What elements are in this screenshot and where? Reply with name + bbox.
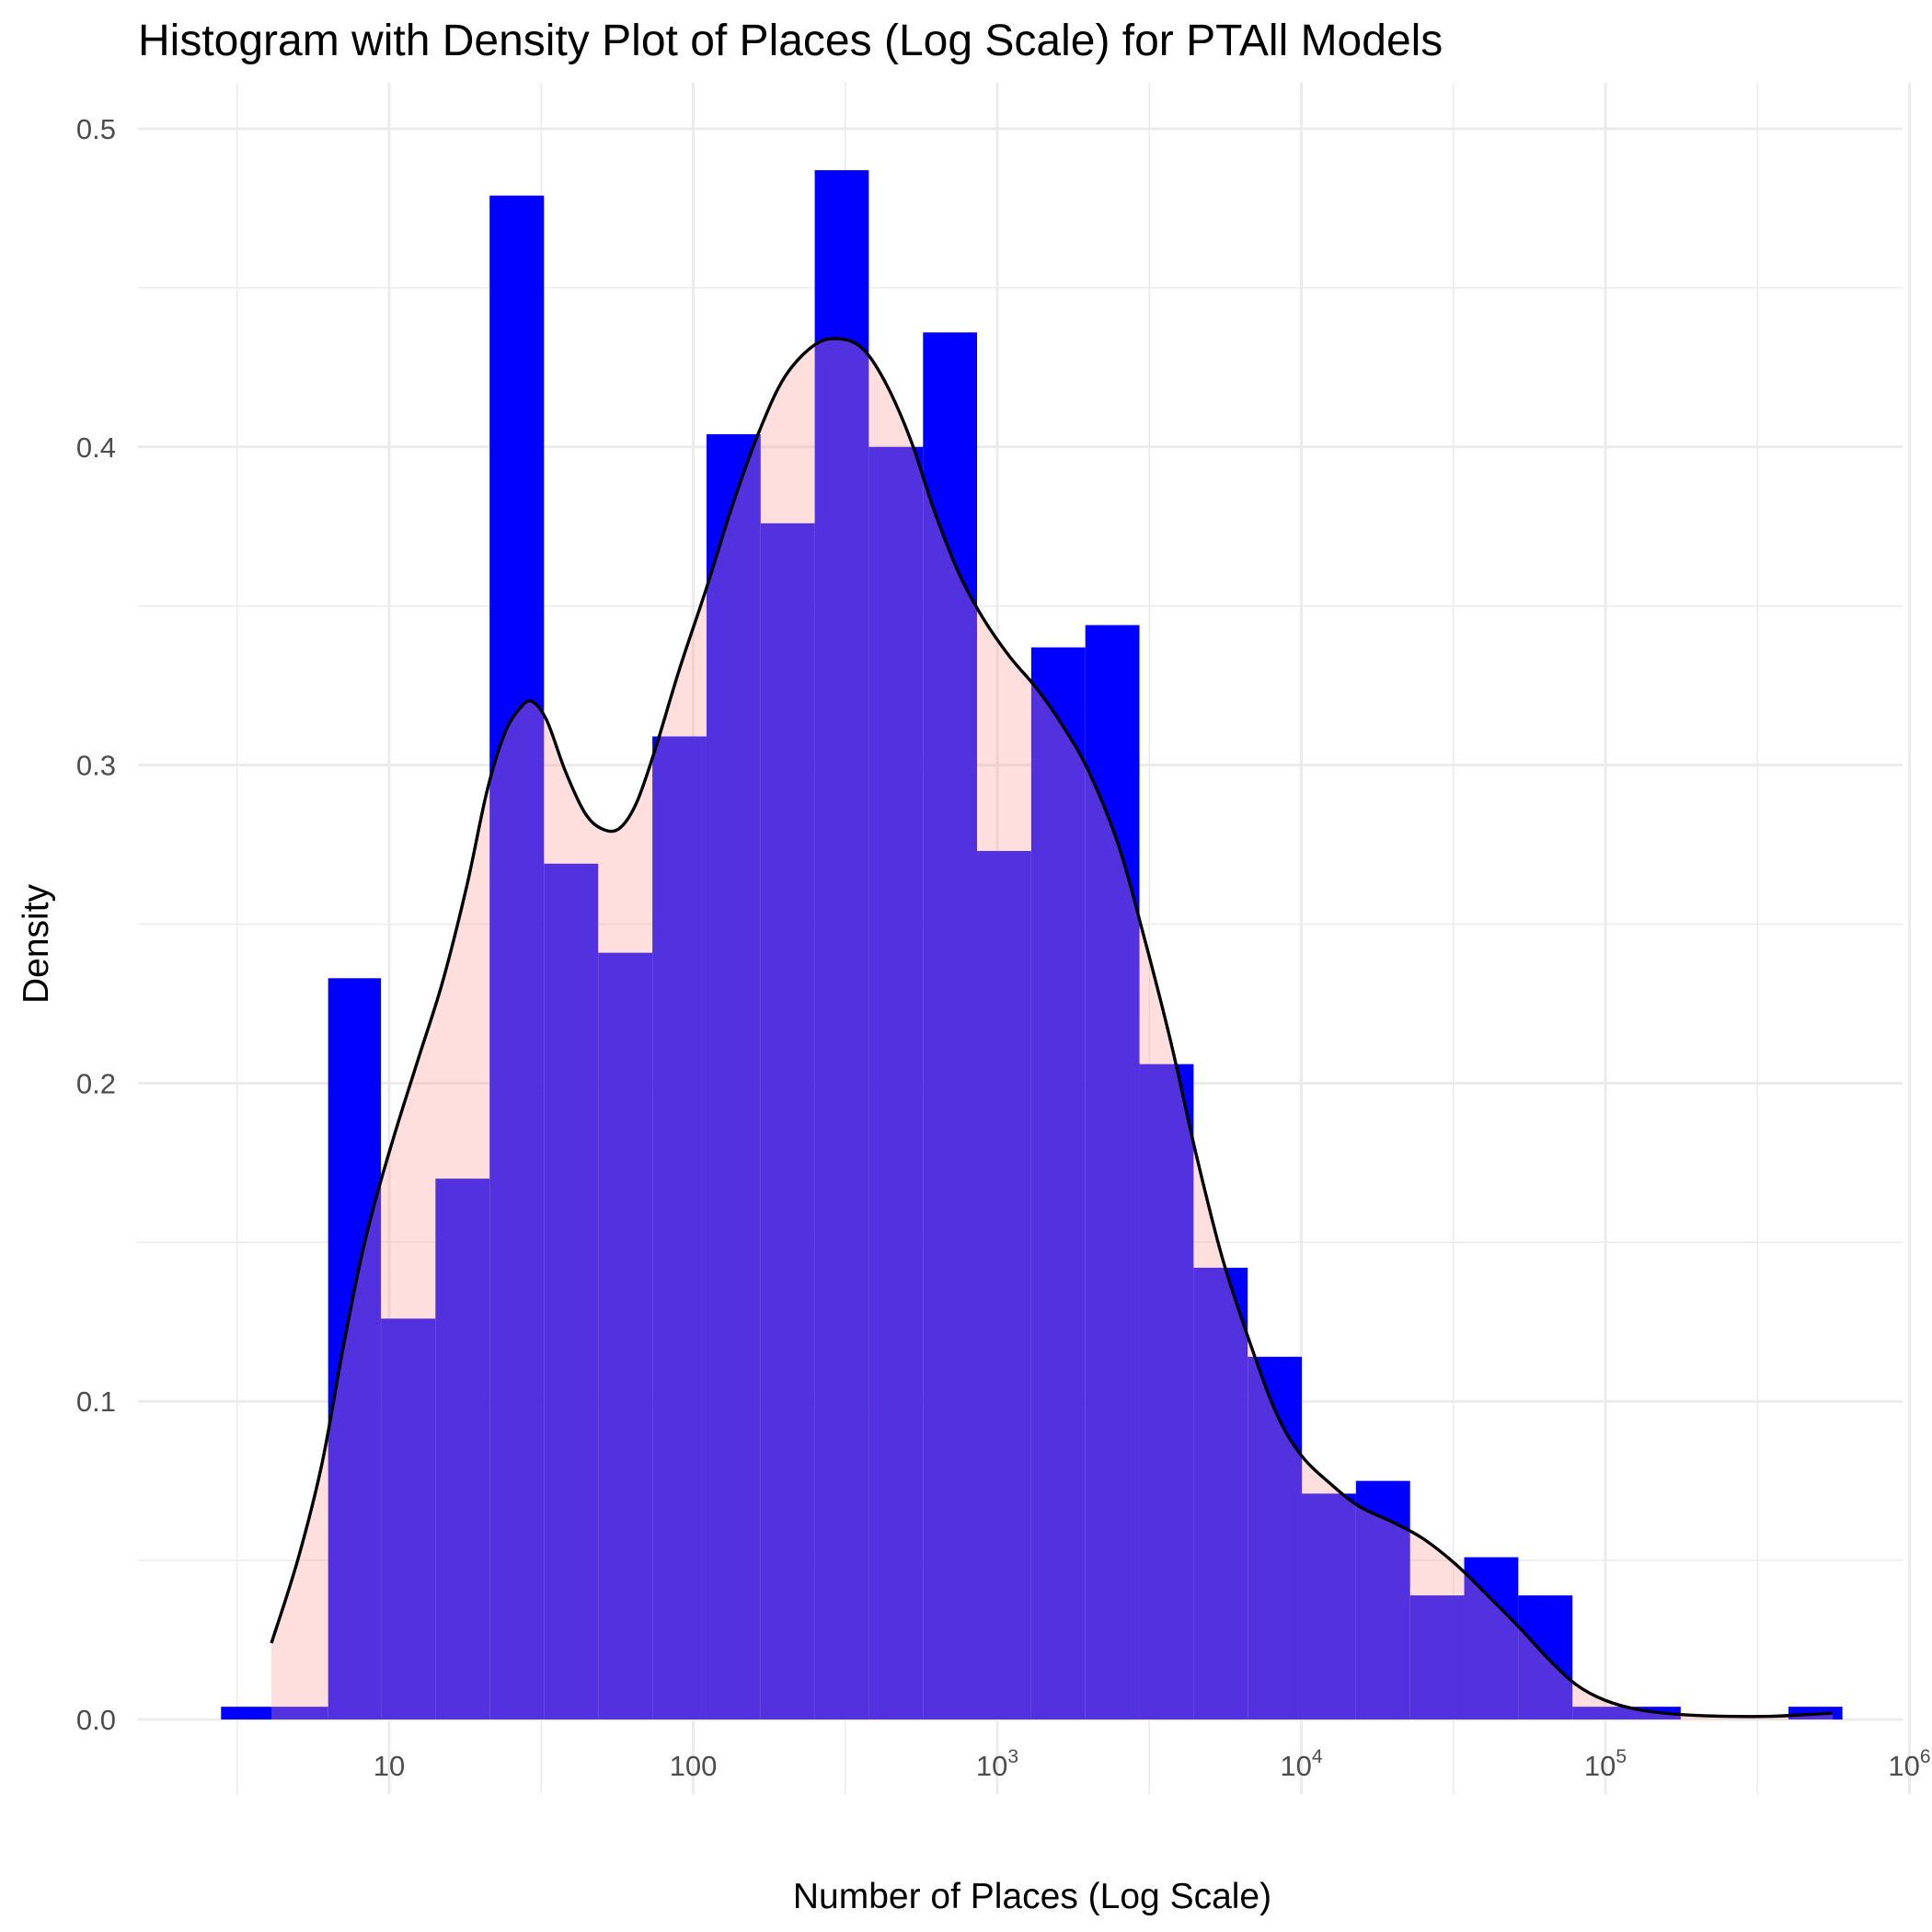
- histogram-bar: [977, 850, 1031, 1719]
- histogram-bar: [1248, 1356, 1303, 1719]
- x-tick-label: 103: [976, 1746, 1018, 1782]
- density-area: [271, 339, 1834, 1719]
- histogram-bar: [706, 433, 761, 1719]
- histogram-bar: [923, 332, 978, 1719]
- histogram-bar: [1355, 1480, 1410, 1719]
- y-tick-label: 0.1: [76, 1386, 116, 1418]
- y-tick-label: 0.5: [76, 113, 116, 145]
- x-axis-title: Number of Places (Log Scale): [793, 1877, 1271, 1916]
- histogram-bar: [1193, 1267, 1248, 1719]
- y-axis-title: Density: [17, 883, 56, 1004]
- histogram-bar: [760, 523, 815, 1719]
- x-tick-label: 100: [670, 1750, 718, 1782]
- histogram-bar: [598, 952, 653, 1719]
- histogram-bar: [1085, 625, 1140, 1719]
- histogram-bar: [544, 863, 599, 1719]
- y-tick-label: 0.4: [76, 431, 116, 464]
- histogram-bar: [814, 169, 869, 1720]
- histogram-bar: [221, 1707, 272, 1719]
- histogram-bar: [1030, 647, 1086, 1719]
- y-tick-label: 0.0: [76, 1704, 116, 1736]
- histogram-bar: [1409, 1595, 1465, 1719]
- histogram-bar: [328, 978, 382, 1719]
- histogram-bar: [868, 446, 924, 1719]
- histogram-bar: [489, 195, 545, 1719]
- x-tick-label: 106: [1888, 1746, 1930, 1782]
- histogram-bar: [652, 736, 707, 1719]
- histogram-bar: [1464, 1557, 1519, 1719]
- x-axis-tick-labels: 10 100 103 104 105 106: [374, 1746, 1931, 1782]
- y-tick-label: 0.3: [76, 750, 116, 782]
- histogram-bar: [1139, 1064, 1194, 1719]
- histogram-bar: [381, 1318, 436, 1719]
- histogram-bar: [435, 1179, 490, 1719]
- x-tick-label: 10: [374, 1750, 405, 1782]
- density-curve: [270, 337, 1834, 1719]
- x-tick-label: 104: [1280, 1746, 1322, 1782]
- histogram-bar: [1302, 1493, 1356, 1719]
- histogram-bar: [1572, 1707, 1627, 1719]
- x-tick-label: 105: [1584, 1746, 1627, 1782]
- histogram-bar: [271, 1707, 328, 1719]
- y-tick-label: 0.2: [76, 1067, 116, 1099]
- histogram-bars: [221, 169, 1843, 1720]
- chart-title: Histogram with Density Plot of Places (L…: [138, 17, 1443, 65]
- y-axis-tick-labels: 0.0 0.1 0.2 0.3 0.4 0.5: [76, 113, 116, 1736]
